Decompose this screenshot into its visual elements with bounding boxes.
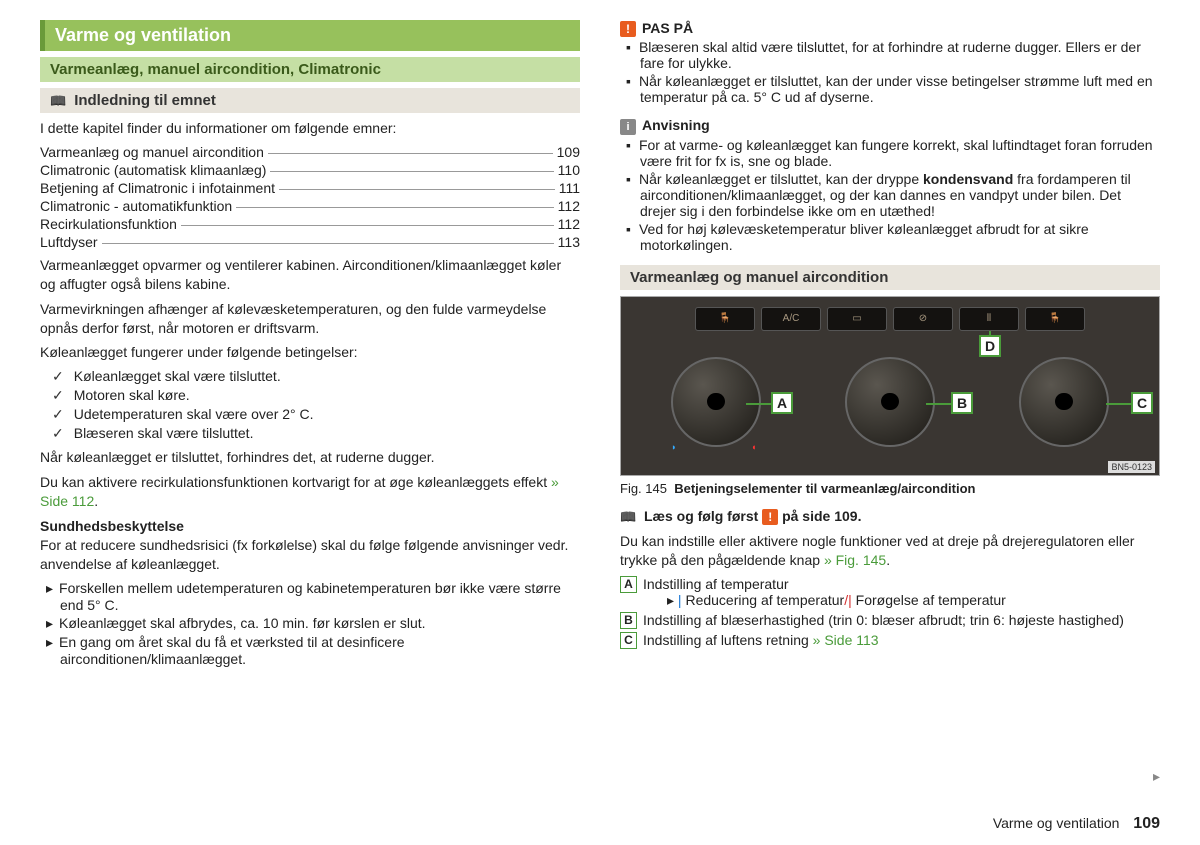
right-column: !PAS PÅ Blæseren skal altid være tilslut… <box>620 20 1160 669</box>
continuation-marker: ▸ <box>1153 768 1160 785</box>
list-item: Forskellen mellem udetemperaturen og kab… <box>46 580 580 613</box>
sub-item: | Reducering af temperatur/| Forøgelse a… <box>643 592 1160 609</box>
warning-icon: ! <box>620 21 636 37</box>
keycap-c: C <box>620 632 637 649</box>
note-list: For at varme- og køleanlægget kan funger… <box>620 137 1160 253</box>
airflow-dial <box>1019 357 1109 447</box>
list-item: Udetemperaturen skal være over 2° C. <box>52 406 580 423</box>
list-item: Køleanlægget skal være tilsluttet. <box>52 368 580 385</box>
paragraph: Du kan aktivere recirkulationsfunktionen… <box>40 473 580 511</box>
figure-caption: Fig. 145 Betjeningselementer til varmean… <box>620 480 1160 498</box>
section-heading: Varmeanlæg og manuel aircondition <box>620 265 1160 290</box>
heading-3-text: Indledning til emnet <box>74 92 216 109</box>
list-item: Ved for høj kølevæsketemperatur bliver k… <box>626 221 1160 253</box>
key-row-b: B Indstilling af blæserhastighed (trin 0… <box>620 612 1160 629</box>
read-first-note: Læs og følg først ! på side 109. <box>620 507 1160 526</box>
toc-row: Betjening af Climatronic i infotainment1… <box>40 180 580 196</box>
figure-ref-link: » Fig. 145 <box>824 552 886 568</box>
paragraph: Varmeanlægget opvarmer og ventilerer kab… <box>40 256 580 294</box>
heading-2: Varmeanlæg, manuel aircondition, Climatr… <box>40 57 580 82</box>
intro-text: I dette kapitel finder du informationer … <box>40 119 580 138</box>
page-ref-link: » Side 113 <box>813 632 879 648</box>
book-icon <box>620 508 636 524</box>
fig-btn: ⊘ <box>893 307 953 331</box>
label-d: D <box>979 335 1001 357</box>
toc: Varmeanlæg og manuel aircondition109 Cli… <box>40 144 580 250</box>
paragraph: Når køleanlægget er tilsluttet, forhindr… <box>40 448 580 467</box>
list-item: Blæseren skal altid være tilsluttet, for… <box>626 39 1160 71</box>
figure-button-row: 🪑 A/C ▭ ⊘ ⫴ 🪑 <box>621 307 1159 331</box>
paragraph: Du kan indstille eller aktivere nogle fu… <box>620 532 1160 570</box>
key-row-c: C Indstilling af luftens retning » Side … <box>620 632 1160 649</box>
page-footer: Varme og ventilation 109 <box>993 815 1160 833</box>
warning-heading: !PAS PÅ <box>620 20 1160 37</box>
paragraph: Køleanlægget fungerer under følgende bet… <box>40 343 580 362</box>
toc-row: Luftdyser113 <box>40 234 580 250</box>
figure-code: BN5-0123 <box>1108 461 1155 473</box>
list-item: Blæseren skal være tilsluttet. <box>52 425 580 442</box>
toc-row: Recirkulationsfunktion112 <box>40 216 580 232</box>
check-list: Køleanlægget skal være tilsluttet. Motor… <box>40 368 580 442</box>
toc-row: Climatronic - automatikfunktion112 <box>40 198 580 214</box>
figure-145: 🪑 A/C ▭ ⊘ ⫴ 🪑 ◗ ◖ A B C D BN5-0123 <box>620 296 1160 476</box>
heading-1: Varme og ventilation <box>40 20 580 51</box>
fan-dial <box>845 357 935 447</box>
warning-icon: ! <box>762 509 778 525</box>
temperature-dial <box>671 357 761 447</box>
page-columns: Varme og ventilation Varmeanlæg, manuel … <box>40 20 1160 669</box>
info-icon: i <box>620 119 636 135</box>
label-c: C <box>1131 392 1153 414</box>
key-row-a: A Indstilling af temperatur | Reducering… <box>620 576 1160 609</box>
footer-section: Varme og ventilation <box>993 815 1120 831</box>
list-item: Køleanlægget skal afbrydes, ca. 10 min. … <box>46 615 580 632</box>
left-column: Varme og ventilation Varmeanlæg, manuel … <box>40 20 580 669</box>
toc-row: Varmeanlæg og manuel aircondition109 <box>40 144 580 160</box>
list-item: Motoren skal køre. <box>52 387 580 404</box>
list-item: For at varme- og køleanlægget kan funger… <box>626 137 1160 169</box>
keycap-b: B <box>620 612 637 629</box>
fig-btn: ⫴ <box>959 307 1019 331</box>
label-b: B <box>951 392 973 414</box>
label-a: A <box>771 392 793 414</box>
fig-btn: ▭ <box>827 307 887 331</box>
fig-btn: 🪑 <box>1025 307 1085 331</box>
keycap-a: A <box>620 576 637 593</box>
warning-list: Blæseren skal altid være tilsluttet, for… <box>620 39 1160 105</box>
fig-btn: A/C <box>761 307 821 331</box>
paragraph: For at reducere sundhedsrisici (fx forkø… <box>40 536 580 574</box>
book-icon <box>50 92 66 109</box>
fig-btn: 🪑 <box>695 307 755 331</box>
paragraph: Varmevirkningen afhænger af kølevæsketem… <box>40 300 580 338</box>
list-item: Når køleanlægget er tilsluttet, kan der … <box>626 73 1160 105</box>
list-item: En gang om året skal du få et værksted t… <box>46 634 580 667</box>
heading-3: Indledning til emnet <box>40 88 580 113</box>
subheading: Sundhedsbeskyttelse <box>40 517 580 536</box>
note-heading: iAnvisning <box>620 117 1160 134</box>
page-number: 109 <box>1133 815 1160 832</box>
toc-row: Climatronic (automatisk klimaanlæg)110 <box>40 162 580 178</box>
arrow-list: Forskellen mellem udetemperaturen og kab… <box>40 580 580 667</box>
list-item: Når køleanlægget er tilsluttet, kan der … <box>626 171 1160 219</box>
